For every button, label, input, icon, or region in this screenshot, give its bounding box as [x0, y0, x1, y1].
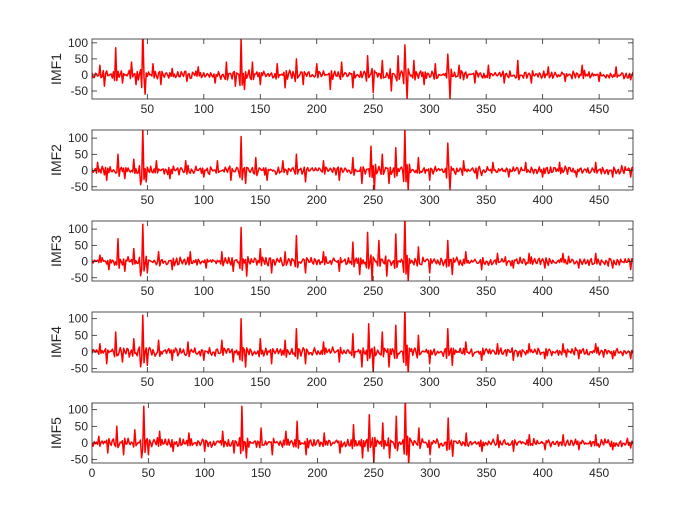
x-tick-label: 350 — [476, 466, 496, 480]
y-tick-label: 0 — [81, 436, 88, 450]
x-tick-label: 200 — [307, 375, 327, 389]
y-tick-label: 50 — [75, 147, 89, 161]
x-tick-label: 250 — [363, 102, 383, 116]
x-tick-label: 300 — [420, 102, 440, 116]
x-tick-label: 400 — [533, 284, 553, 298]
y-tick-label: 50 — [75, 328, 89, 342]
axes-box — [91, 220, 634, 282]
x-tick-label: 100 — [194, 375, 214, 389]
x-tick-label: 450 — [589, 375, 609, 389]
subplot-1: 50 100 150 200 250 300 350 400 450 100 50 0 -50 IMF1 — [48, 36, 634, 116]
x-tick-label: 200 — [307, 284, 327, 298]
y-tick-label: 100 — [68, 403, 88, 417]
x-tick-label: 350 — [476, 284, 496, 298]
y-axis-label: IMF3 — [48, 235, 64, 267]
y-tick-label: -50 — [71, 362, 89, 376]
x-tick-label: 200 — [307, 193, 327, 207]
x-tick-label: 100 — [194, 102, 214, 116]
y-axis-label: IMF1 — [48, 53, 64, 85]
x-tick-label: 450 — [589, 466, 609, 480]
x-tick-label: 350 — [476, 375, 496, 389]
x-tick-label: 50 — [141, 193, 155, 207]
x-tick-label: 300 — [420, 375, 440, 389]
axes-box — [91, 38, 634, 100]
x-tick-label: 450 — [589, 102, 609, 116]
y-tick-label: -50 — [71, 84, 89, 98]
subplot-2: 50 100 150 200 250 300 350 400 450 100 50 0 -50 IMF2 — [48, 129, 634, 207]
x-tick-label: 300 — [420, 193, 440, 207]
axes-box — [91, 311, 634, 373]
y-tick-label: 0 — [81, 68, 88, 82]
x-tick-label: 400 — [533, 102, 553, 116]
x-tick-label: 100 — [194, 193, 214, 207]
y-tick-label: -50 — [71, 453, 89, 467]
y-tick-label: 100 — [68, 36, 88, 50]
x-tick-label: 200 — [307, 102, 327, 116]
y-tick-label: 0 — [81, 345, 88, 359]
y-tick-label: 100 — [68, 312, 88, 326]
imf-series-line — [92, 221, 633, 281]
axes-box — [91, 402, 634, 464]
x-tick-label: 50 — [141, 102, 155, 116]
subplot-3: 50 100 150 200 250 300 350 400 450 100 50 0 -50 IMF3 — [48, 220, 634, 298]
imf-series-line — [92, 403, 633, 463]
x-tick-label: 400 — [533, 375, 553, 389]
y-tick-label: 50 — [75, 419, 89, 433]
y-tick-label: 0 — [81, 255, 88, 269]
y-tick-label: -50 — [71, 271, 89, 285]
x-tick-label: 50 — [141, 375, 155, 389]
x-tick-label: 100 — [195, 466, 215, 480]
y-axis-label: IMF4 — [48, 326, 64, 358]
imf-series-line — [92, 39, 633, 99]
y-tick-label: 50 — [75, 238, 89, 252]
x-tick-label: 150 — [250, 284, 270, 298]
y-tick-label: 100 — [68, 222, 88, 236]
x-tick-label: 250 — [363, 284, 383, 298]
y-tick-label: -50 — [71, 180, 89, 194]
x-tick-label: 400 — [533, 193, 553, 207]
imf-series-line — [92, 312, 633, 372]
imf-series-line — [92, 130, 633, 190]
x-tick-label: 200 — [307, 466, 327, 480]
x-tick-label: 350 — [476, 102, 496, 116]
x-tick-label: 300 — [420, 466, 440, 480]
x-tick-label: 50 — [142, 466, 156, 480]
y-tick-label: 100 — [68, 131, 88, 145]
x-tick-label: 150 — [251, 466, 271, 480]
x-tick-label: 450 — [589, 193, 609, 207]
x-tick-label: 350 — [476, 193, 496, 207]
x-tick-label: 150 — [250, 375, 270, 389]
x-tick-label: 250 — [363, 375, 383, 389]
axes-box — [91, 129, 634, 191]
x-tick-label: 150 — [250, 193, 270, 207]
x-tick-label: 100 — [194, 284, 214, 298]
x-tick-label: 150 — [250, 102, 270, 116]
y-axis-label: IMF2 — [48, 144, 64, 176]
x-tick-label: 250 — [363, 193, 383, 207]
y-tick-label: 0 — [81, 164, 88, 178]
x-tick-label: 50 — [141, 284, 155, 298]
x-tick-label: 300 — [420, 284, 440, 298]
x-tick-label: 450 — [589, 284, 609, 298]
x-tick-label: 400 — [533, 466, 553, 480]
x-tick-label: 0 — [89, 466, 96, 480]
y-tick-label: 50 — [75, 52, 89, 66]
y-axis-label: IMF5 — [48, 417, 64, 449]
x-tick-label: 250 — [364, 466, 384, 480]
subplot-4: 50 100 150 200 250 300 350 400 450 100 50 0 -50 IMF4 — [48, 311, 634, 389]
